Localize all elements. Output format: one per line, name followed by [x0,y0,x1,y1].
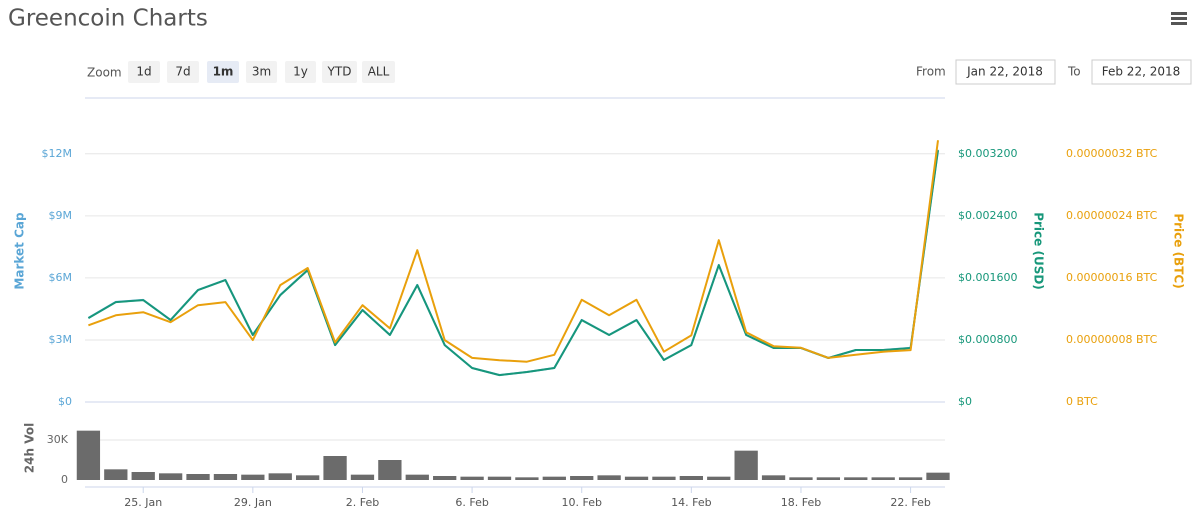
from-date: Jan 22, 2018 [966,65,1043,79]
volume-bar [460,476,484,480]
zoom-buttons: 1d 7d 1m 3m 1y YTD ALL [128,61,395,83]
zoom-button[interactable] [285,61,316,83]
volume-bar [296,475,320,480]
y2-tick-label: $0.000800 [958,333,1018,346]
to-input[interactable] [1091,59,1192,85]
y-tick-label: $9M [49,209,73,222]
page-title: Greencoin Charts [8,6,208,32]
zoom-label: Zoom [87,66,122,80]
x-tick-label: 2. Feb [346,496,379,509]
menu-bar [1171,17,1187,20]
axis-title: Market Cap [13,212,27,290]
x-tick-label: 6. Feb [455,496,488,509]
volume-bar [789,477,813,480]
volume-bar [268,473,292,480]
volume-bar [844,477,868,480]
volume-bar [378,460,402,480]
menu-icon[interactable] [1171,12,1187,25]
zoom-button[interactable] [207,61,239,83]
volume-bar [707,476,731,480]
volume-bar [350,474,375,480]
x-tick-label: 29. Jan [234,496,272,509]
to-date: Feb 22, 2018 [1102,65,1181,79]
y2-tick-label: $0 [958,395,972,408]
x-tick-label: 14. Feb [671,496,711,509]
y2-tick-label: $0.003200 [958,147,1018,160]
volume-bar [679,476,703,480]
zoom-button[interactable] [362,61,395,83]
volume-bar [241,474,265,480]
zoom-button[interactable] [246,61,277,83]
volume-bar [542,476,566,480]
zoom-button-label: YTD [327,65,352,79]
volume-bar [624,476,649,480]
volume-bar [570,476,594,480]
zoom-button-label: 1m [213,65,234,79]
axis-title: Price (USD) [1032,212,1046,290]
y-tick-label: 30K [47,433,69,446]
volume-bar [898,477,923,480]
volume-bar [405,474,429,480]
y-tick-label: $3M [49,333,73,346]
zoom-button[interactable] [322,61,357,83]
y-tick-label: $12M [42,147,73,160]
menu-bar [1171,22,1187,25]
zoom-button-label: 7d [175,65,190,79]
zoom-button-label: 1y [293,65,308,79]
to-label: To [1067,65,1081,79]
series-line [88,140,939,363]
menu-bar [1171,12,1187,15]
volume-bar [871,477,895,480]
volume-bar [131,472,155,480]
zoom-button-label: 1d [136,65,151,79]
from-label: From [916,65,946,79]
y-tick-label: $0 [58,395,72,408]
x-tick-label: 22. Feb [890,496,930,509]
y3-tick-label: 0 BTC [1066,395,1098,408]
volume-bar [213,474,238,480]
volume-bar [186,474,210,480]
volume-bar [76,430,101,480]
x-tick-label: 10. Feb [561,496,601,509]
volume-bar [816,477,841,480]
zoom-button[interactable] [167,61,199,83]
series-line [87,150,939,377]
x-tick-label: 18. Feb [781,496,821,509]
volume-bar [926,472,950,480]
volume-bar [761,475,786,480]
y-tick-label: 0 [61,473,68,486]
from-input[interactable] [955,59,1056,85]
zoom-button[interactable] [128,61,160,83]
series-line [87,149,939,376]
y3-tick-label: 0.00000032 BTC [1066,147,1158,160]
volume-bar [515,477,539,480]
zoom-button-label: ALL [368,65,390,79]
volume-bar [158,473,183,480]
volume-bar [104,469,128,480]
axis-title: 24h Vol [23,423,37,473]
y2-tick-label: $0.002400 [958,209,1018,222]
axis-title: Price (BTC) [1172,213,1186,288]
volume-bar [487,476,512,480]
volume-bar [433,476,457,480]
y2-tick-label: $0.001600 [958,271,1018,284]
y3-tick-label: 0.00000024 BTC [1066,209,1158,222]
y3-tick-label: 0.00000008 BTC [1066,333,1158,346]
volume-bar [323,456,347,480]
volume-bar [597,475,621,480]
x-tick-label: 25. Jan [124,496,162,509]
y3-tick-label: 0.00000016 BTC [1066,271,1158,284]
volume-bar [734,450,758,480]
y-tick-label: $6M [49,271,73,284]
volume-bar [652,476,676,480]
zoom-button-label: 3m [252,65,271,79]
